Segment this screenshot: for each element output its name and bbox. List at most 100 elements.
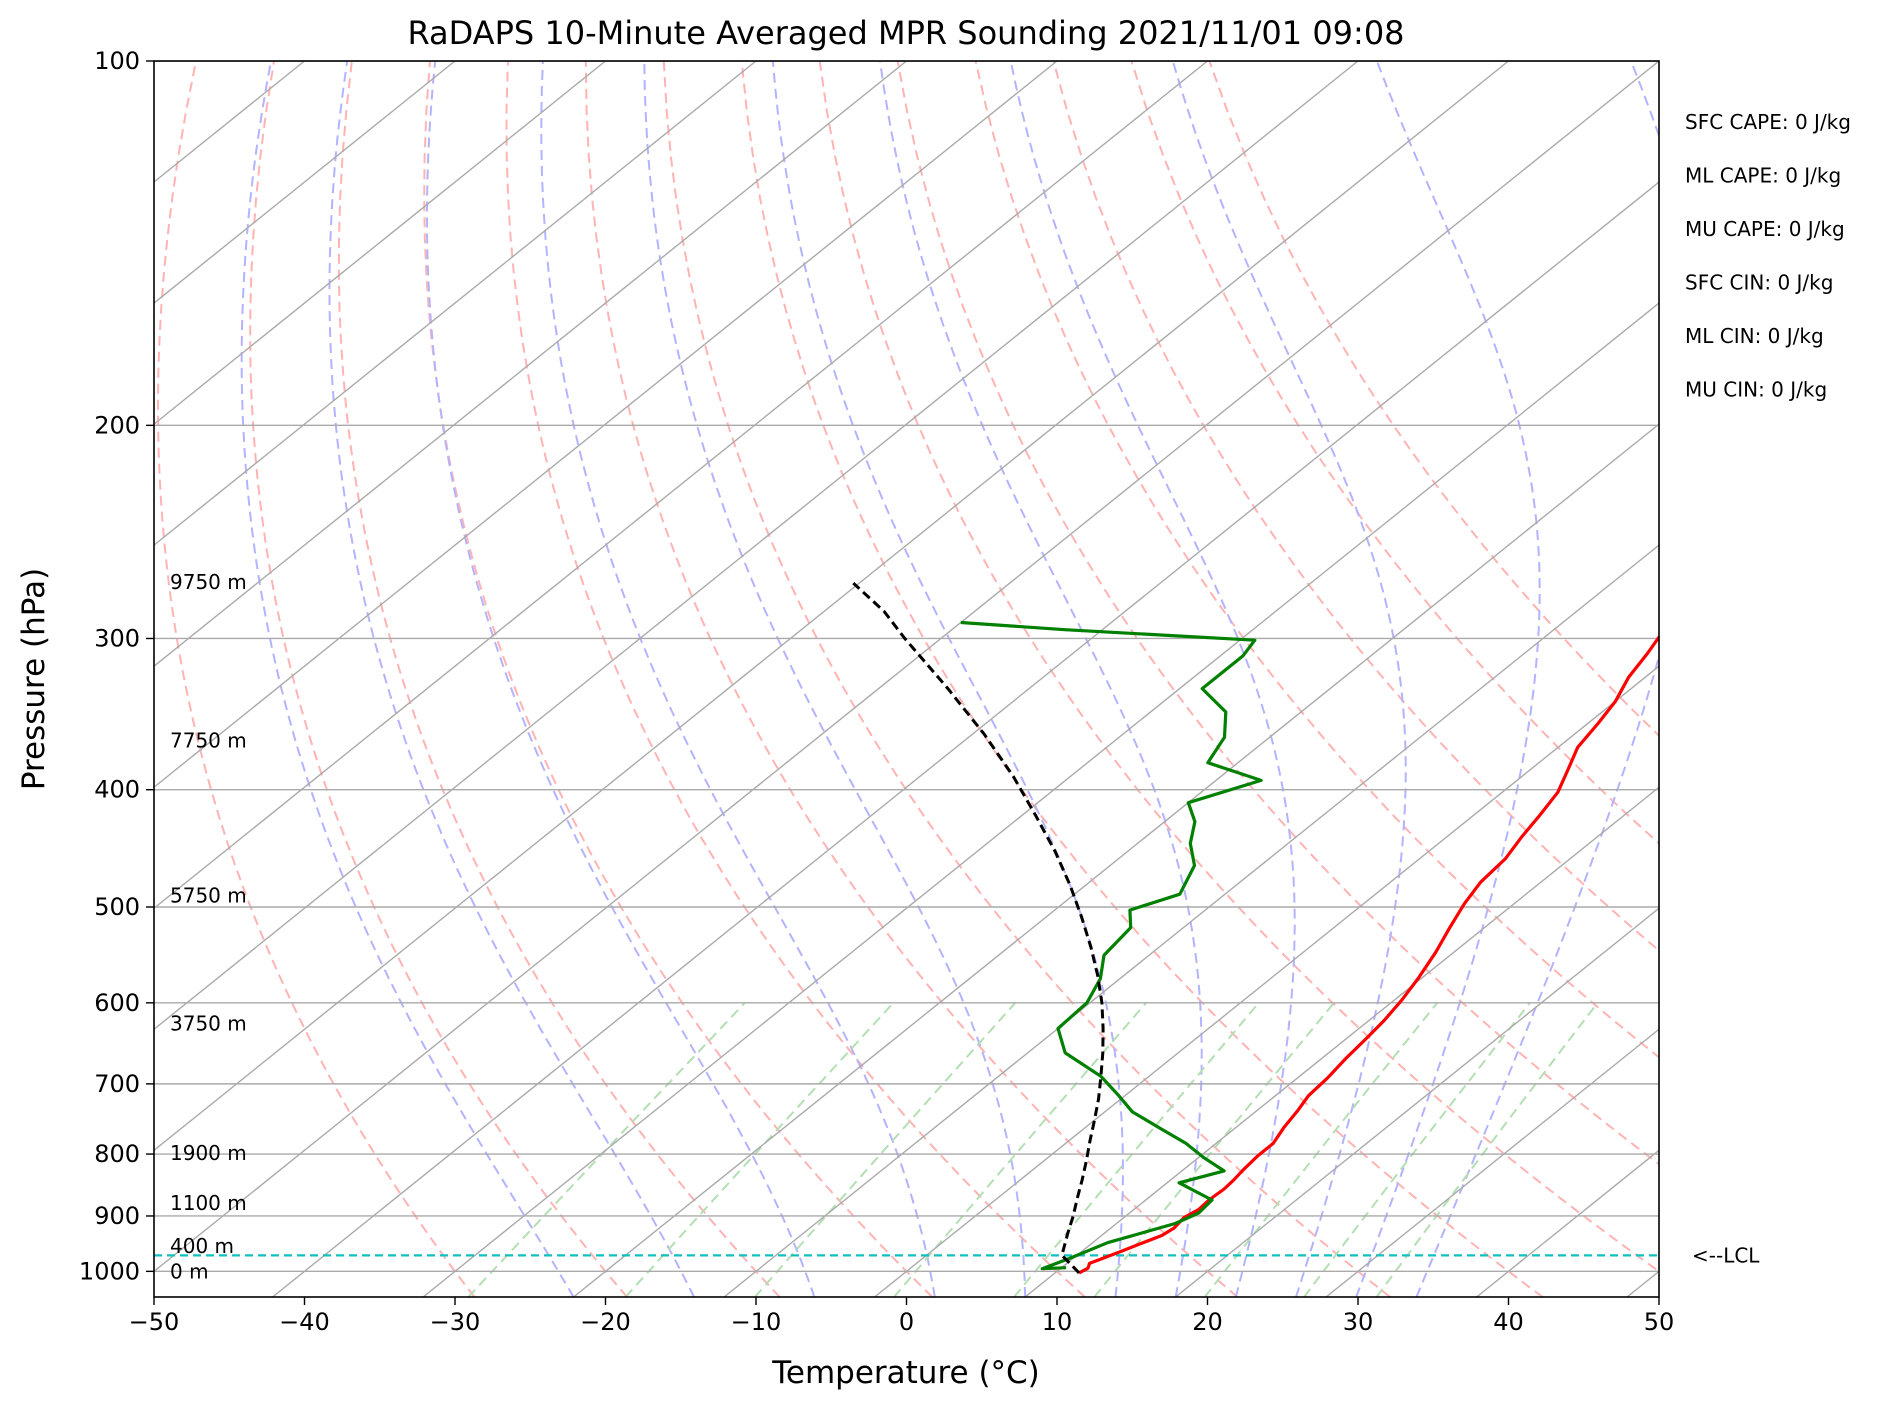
dry-adiabat — [156, 61, 476, 1297]
y-tick-label: 900 — [94, 1202, 140, 1230]
moist-adiabat — [540, 61, 936, 1297]
moist-adiabats — [240, 61, 1659, 1297]
mixing-ratio-line — [467, 1002, 746, 1297]
chart-title: RaDAPS 10-Minute Averaged MPR Sounding 2… — [407, 14, 1404, 52]
height-label: 1900 m — [170, 1141, 247, 1165]
height-label: 1100 m — [170, 1191, 247, 1215]
parcel-profile — [852, 581, 1105, 1274]
isotherm-line — [1626, 1270, 1659, 1297]
dry-adiabat — [505, 61, 1086, 1297]
mixing-ratio-line — [1375, 1002, 1599, 1297]
moist-adiabat — [879, 61, 1203, 1297]
height-labels: 9750 m 7750 m 5750 m 3750 m 1900 m 1100 m 400 … — [170, 570, 247, 1283]
moist-adiabat — [1415, 61, 1659, 1297]
profile-series — [852, 581, 1659, 1275]
y-axis-ticks: 100 200 300 400 500 600 700 800 900 1000 — [79, 47, 154, 1285]
isotherm-line — [1024, 786, 1659, 1297]
dry-adiabat — [249, 61, 628, 1297]
y-tick-label: 500 — [94, 893, 140, 921]
moist-adiabat — [1355, 61, 1541, 1297]
isotherm-line — [154, 61, 1208, 910]
y-tick-label: 700 — [94, 1070, 140, 1098]
background-lines — [154, 61, 1882, 1297]
isotherm-line — [1778, 61, 1882, 1297]
mixing-ratio-line — [754, 1002, 1017, 1297]
stability-index: SFC CAPE: 0 J/kg — [1685, 110, 1851, 134]
dewpoint-profile — [960, 620, 1263, 1271]
stability-index: SFC CIN: 0 J/kg — [1685, 271, 1833, 295]
x-tick-label: −40 — [279, 1308, 330, 1336]
mixing-ratio-line — [1093, 1002, 1335, 1297]
y-tick-label: 600 — [94, 989, 140, 1017]
isotherm-line — [154, 61, 757, 547]
y-tick-label: 300 — [94, 624, 140, 652]
isotherm-line — [154, 61, 1359, 1031]
moist-adiabat — [1009, 61, 1296, 1297]
x-tick-label: 10 — [1042, 1308, 1073, 1336]
isotherm-line — [573, 423, 1659, 1297]
height-label: 9750 m — [170, 570, 247, 594]
mixing-ratio-line — [893, 1002, 1147, 1297]
stability-index: ML CAPE: 0 J/kg — [1685, 164, 1841, 188]
isotherm-line — [1175, 907, 1659, 1297]
isotherm-line — [154, 61, 1659, 1273]
dry-adiabat — [662, 61, 1391, 1297]
plot-frame — [153, 60, 1660, 1298]
moist-adiabat — [425, 61, 816, 1297]
dry-adiabat — [584, 61, 1239, 1297]
height-label: 3750 m — [170, 1011, 247, 1035]
stability-index: MU CIN: 0 J/kg — [1685, 378, 1827, 402]
x-axis-ticks: −50 −40 −30 −20 −10 0 10 20 30 40 50 — [129, 1297, 1675, 1336]
y-tick-label: 400 — [94, 776, 140, 804]
isotherm-line — [874, 665, 1659, 1297]
isotherm-line — [272, 181, 1659, 1297]
stability-indices: SFC CAPE: 0 J/kg ML CAPE: 0 J/kg MU CAPE: … — [1685, 110, 1851, 402]
dry-adiabat — [818, 61, 1659, 1273]
x-axis-label: Temperature (°C) — [771, 1355, 1040, 1391]
isotherm-line — [422, 302, 1659, 1297]
dry-adiabats — [156, 61, 1659, 1297]
x-tick-label: −30 — [430, 1308, 481, 1336]
x-tick-label: −20 — [580, 1308, 631, 1336]
y-axis-label: Pressure (hPa) — [16, 568, 52, 790]
dry-adiabat — [1130, 61, 1659, 845]
moist-adiabat — [643, 61, 1027, 1297]
isotherm-line — [154, 61, 1058, 789]
lcl-label: <--LCL — [1692, 1243, 1760, 1267]
dry-adiabat — [896, 61, 1659, 1166]
dry-adiabat — [740, 61, 1544, 1297]
dry-adiabat — [1052, 61, 1659, 952]
isotherm-line — [1325, 1028, 1659, 1297]
height-label: 5750 m — [170, 883, 247, 907]
isotherm-line — [723, 544, 1659, 1297]
mixing-ratio-line — [1013, 1002, 1260, 1297]
stability-index: ML CIN: 0 J/kg — [1685, 324, 1824, 348]
height-label: 0 m — [170, 1259, 209, 1283]
moist-adiabat — [1171, 61, 1407, 1297]
isotherm-line — [154, 61, 606, 426]
x-tick-label: 30 — [1343, 1308, 1374, 1336]
y-tick-label: 1000 — [79, 1257, 140, 1285]
mixing-ratio-line — [1303, 1002, 1531, 1297]
x-tick-label: 20 — [1192, 1308, 1223, 1336]
height-label: 7750 m — [170, 729, 247, 753]
x-tick-label: −50 — [129, 1308, 180, 1336]
isotherm-line — [154, 61, 456, 304]
isotherm-line — [1476, 1149, 1659, 1297]
isotherm-line — [154, 61, 1509, 1152]
mixing-ratio-lines — [467, 1002, 1599, 1297]
x-tick-label: 50 — [1644, 1308, 1675, 1336]
dry-adiabat — [1208, 61, 1659, 738]
mixing-ratio-line — [1204, 1002, 1439, 1297]
height-label: 400 m — [170, 1234, 234, 1258]
y-tick-label: 800 — [94, 1140, 140, 1168]
x-tick-label: 40 — [1493, 1308, 1524, 1336]
x-tick-label: 0 — [899, 1308, 914, 1336]
dry-adiabat — [423, 61, 934, 1297]
isotherm-line — [154, 61, 907, 668]
moist-adiabat — [240, 61, 575, 1297]
dry-adiabat — [337, 61, 781, 1297]
y-tick-label: 200 — [94, 411, 140, 439]
x-tick-label: −10 — [731, 1308, 782, 1336]
